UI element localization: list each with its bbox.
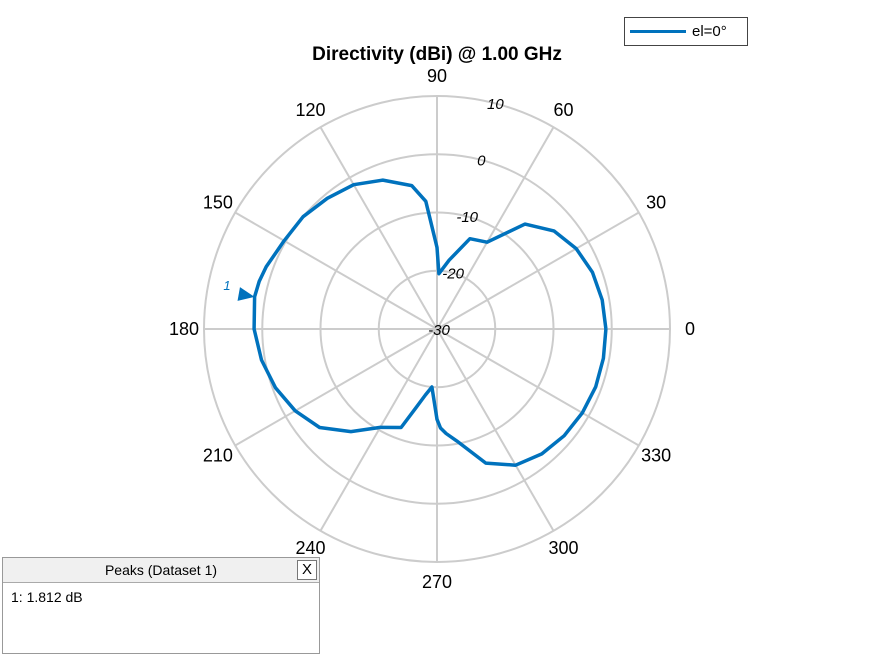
legend-label: el=0° (692, 23, 727, 40)
angle-tick-label: 90 (427, 66, 447, 86)
radial-tick-label: 0 (477, 152, 486, 169)
angle-tick-label: 240 (295, 538, 325, 558)
series-layer (252, 178, 608, 467)
legend[interactable]: el=0° (624, 17, 748, 46)
peaks-panel-entry: 1: 1.812 dB (11, 589, 83, 605)
angle-tick-label: 270 (422, 572, 452, 592)
radial-tick-label: 10 (487, 96, 504, 113)
angle-tick-label: 330 (641, 446, 671, 466)
grid-spoke-4 (319, 126, 438, 330)
angle-tick-label: 150 (203, 193, 233, 213)
peak-marker-layer: 1 (223, 278, 255, 301)
grid-spoke-1 (436, 211, 640, 330)
grid-spoke-7 (234, 328, 438, 447)
grid-spoke-8 (319, 328, 438, 532)
peaks-panel-header: Peaks (Dataset 1) X (3, 558, 319, 583)
angle-tick-label: 180 (169, 319, 199, 339)
grid-spoke-2 (436, 126, 555, 330)
angle-tick-label: 120 (295, 100, 325, 120)
polar-grid (203, 95, 671, 563)
radial-tick-label: -30 (428, 322, 450, 339)
angle-tick-label: 30 (646, 193, 666, 213)
angle-tick-label: 60 (553, 100, 573, 120)
grid-spoke-10 (436, 328, 555, 532)
grid-spoke-11 (436, 328, 640, 447)
radial-tick-labels: -30 -20 -10 0 10 (428, 96, 504, 339)
peaks-panel-title: Peaks (Dataset 1) (104, 562, 218, 578)
peak-marker-label: 1 (223, 278, 230, 293)
series-line-0 (252, 178, 608, 467)
radial-tick-label: -10 (456, 209, 478, 226)
close-button[interactable]: X (297, 560, 317, 580)
angle-tick-label: 210 (203, 446, 233, 466)
angle-tick-label: 0 (685, 319, 695, 339)
legend-line-swatch (630, 30, 686, 33)
chart-title: Directivity (dBi) @ 1.00 GHz (312, 44, 562, 65)
grid-spoke-5 (234, 211, 438, 330)
radial-tick-label: -20 (442, 265, 464, 282)
peak-marker (237, 287, 255, 301)
angle-tick-labels: 0 30 60 90 120 150 180 210 240 270 300 330 (169, 66, 695, 592)
angle-tick-label: 300 (548, 538, 578, 558)
peaks-panel: Peaks (Dataset 1) X 1: 1.812 dB (2, 557, 320, 654)
